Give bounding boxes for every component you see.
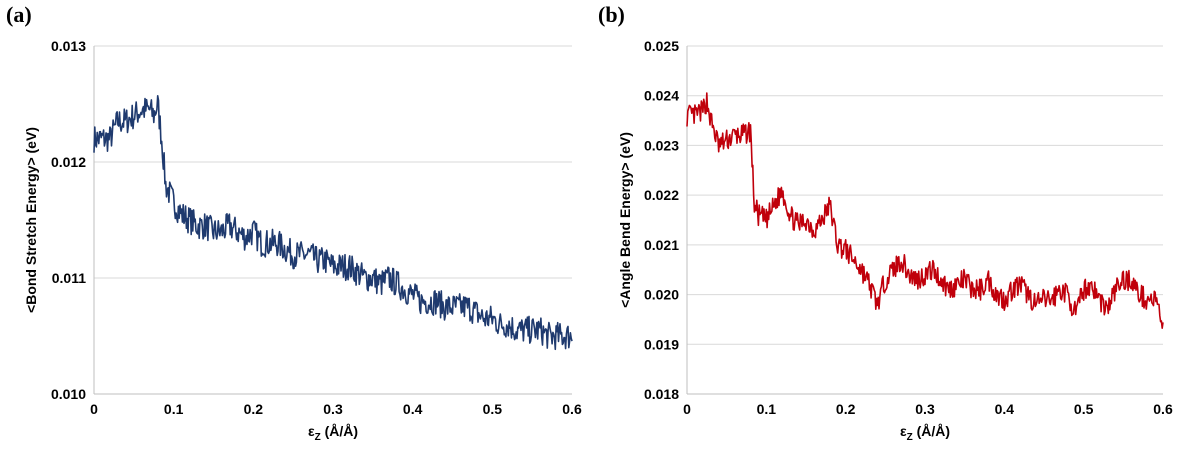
x-tick-label: 0.4 xyxy=(403,401,423,417)
x-tick-label: 0.6 xyxy=(562,401,582,417)
y-tick-label: 0.013 xyxy=(51,38,86,54)
y-tick-label: 0.011 xyxy=(52,270,86,286)
x-tick-label: 0.1 xyxy=(164,401,184,417)
x-axis-label: εZ (Å/Å) xyxy=(900,423,950,443)
y-axis-label: <Bond Stretch Energy> (eV) xyxy=(23,127,39,313)
x-tick-label: 0 xyxy=(90,401,98,417)
chart-panel-0: 0.010 0.011 0.012 0.013 0 0.1 0.2 0.3 0.4 0.5 0.6 ε… xyxy=(23,38,582,443)
x-tick-label: 0.3 xyxy=(915,401,935,417)
series-line-0 xyxy=(93,95,573,351)
y-tick-label: 0.024 xyxy=(644,88,679,104)
y-tick-label: 0.019 xyxy=(644,336,679,352)
x-tick-label: 0 xyxy=(683,401,691,417)
y-tick-label: 0.022 xyxy=(644,187,679,203)
x-tick-label: 0.6 xyxy=(1153,401,1173,417)
panel-label-b: (b) xyxy=(598,2,625,27)
y-tick-label: 0.025 xyxy=(644,38,679,54)
series-line-1 xyxy=(686,92,1164,330)
y-tick-label: 0.012 xyxy=(51,154,86,170)
x-tick-label: 0.3 xyxy=(323,401,343,417)
chart-panel-1: 0.018 0.019 0.020 0.021 0.022 0.023 0.024 0.025… xyxy=(617,38,1173,443)
x-tick-label: 0.2 xyxy=(244,401,264,417)
x-tick-label: 0.2 xyxy=(836,401,856,417)
y-tick-label: 0.010 xyxy=(51,386,86,402)
y-tick-label: 0.018 xyxy=(644,386,679,402)
y-tick-label: 0.020 xyxy=(644,287,679,303)
y-tick-label: 0.023 xyxy=(644,137,679,153)
panel-label-a: (a) xyxy=(6,2,32,27)
x-tick-label: 0.1 xyxy=(757,401,777,417)
x-axis-label: εZ (Å/Å) xyxy=(308,423,358,443)
y-axis-label: <Angle Bend Energy> (eV) xyxy=(617,132,633,308)
x-tick-label: 0.4 xyxy=(995,401,1015,417)
x-tick-label: 0.5 xyxy=(483,401,503,417)
x-tick-label: 0.5 xyxy=(1074,401,1094,417)
y-tick-label: 0.021 xyxy=(644,237,679,253)
